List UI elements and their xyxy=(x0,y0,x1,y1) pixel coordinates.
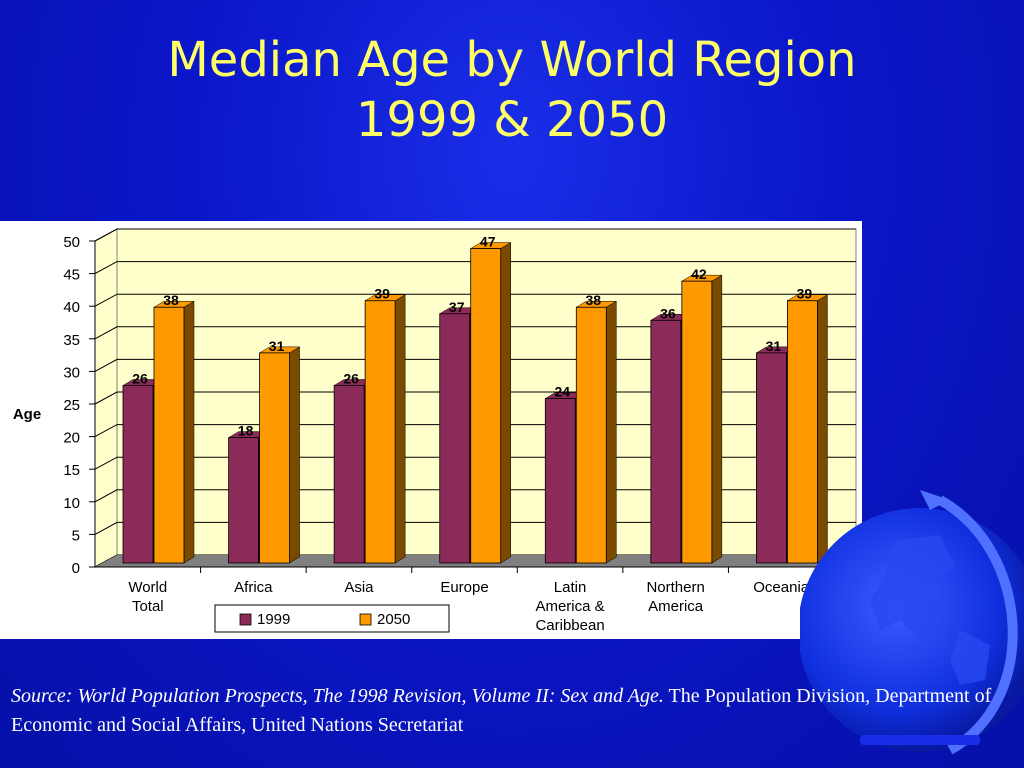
title-line-1: Median Age by World Region xyxy=(167,32,857,88)
source-citation: Source: World Population Prospects, The … xyxy=(11,685,664,707)
data-label: 18 xyxy=(238,423,254,439)
data-label: 38 xyxy=(585,292,601,308)
x-tick-label: Oceania xyxy=(753,579,810,596)
y-tick-label: 20 xyxy=(63,430,80,447)
bar-1999 xyxy=(756,352,787,564)
bar-2050 xyxy=(364,300,396,564)
data-label: 31 xyxy=(269,338,285,354)
bar-side xyxy=(606,300,617,564)
legend-label: 1999 xyxy=(257,611,290,628)
x-tick-label: World xyxy=(128,579,167,596)
y-tick-label: 35 xyxy=(63,332,80,349)
legend-box xyxy=(214,604,450,633)
gridline xyxy=(94,261,856,275)
y-tick-label: 25 xyxy=(63,397,80,414)
legend-swatch xyxy=(239,613,252,626)
bar-side xyxy=(394,294,406,564)
gridline xyxy=(94,293,856,307)
x-tick-label: Latin xyxy=(554,579,587,596)
data-label: 38 xyxy=(163,292,179,308)
data-label: 39 xyxy=(797,286,813,302)
data-label: 26 xyxy=(132,370,148,386)
bar-2050 xyxy=(470,248,502,564)
data-label: 24 xyxy=(554,384,570,400)
y-axis-label: Age xyxy=(13,406,41,423)
bar-side xyxy=(183,300,195,564)
bar-side xyxy=(500,242,511,564)
x-tick-label: Total xyxy=(132,598,164,615)
y-tick-label: 30 xyxy=(63,364,80,381)
legend-swatch xyxy=(359,613,372,626)
data-label: 42 xyxy=(691,266,707,282)
bar-2050 xyxy=(259,352,290,564)
x-tick-label: Asia xyxy=(344,579,374,596)
x-tick-label: Europe xyxy=(440,579,488,596)
bar-chart: 0 5 10 15 20 25 30 35 40 45 50 Age 26 38 World Total 18 3… xyxy=(13,228,857,634)
chart-panel: 0 5 10 15 20 25 30 35 40 45 50 Age 26 38 World Total 18 3… xyxy=(0,221,862,639)
bar-2050 xyxy=(681,280,713,564)
data-label: 37 xyxy=(449,299,465,315)
y-tick-label: 10 xyxy=(63,495,80,512)
bar-1999 xyxy=(333,385,365,564)
x-tick-label: America xyxy=(648,598,704,615)
y-tick-label: 5 xyxy=(72,527,80,544)
bar-1999 xyxy=(544,398,576,564)
data-label: 36 xyxy=(660,305,676,321)
gridline xyxy=(94,228,856,242)
y-tick-label: 45 xyxy=(63,267,80,284)
x-tick-label: Caribbean xyxy=(535,617,604,634)
bar-1999 xyxy=(122,385,154,564)
bar-2050 xyxy=(787,300,818,564)
slide-title: Median Age by World Region 1999 & 2050 xyxy=(0,30,1024,150)
title-line-2: 1999 & 2050 xyxy=(355,92,669,148)
data-label: 47 xyxy=(480,234,496,250)
bar-2050 xyxy=(575,306,607,564)
bar-side xyxy=(289,346,300,564)
bar-1999 xyxy=(650,319,682,564)
x-tick-label: Africa xyxy=(234,579,273,596)
x-tick-label: Northern xyxy=(646,579,704,596)
data-label: 26 xyxy=(343,370,359,386)
bar-2050 xyxy=(153,306,185,564)
source-agency: The Population Division, Department of E… xyxy=(11,685,992,736)
legend-label: 2050 xyxy=(377,611,410,628)
y-tick-label: 50 xyxy=(63,234,80,251)
y-tick-label: 0 xyxy=(72,560,80,577)
y-tick-label: 15 xyxy=(63,462,80,479)
globe-icon xyxy=(800,490,1024,755)
bar-1999 xyxy=(228,437,259,564)
data-label: 39 xyxy=(374,286,390,302)
bar-side xyxy=(711,274,723,564)
data-label: 31 xyxy=(766,338,782,354)
source-note: Source: World Population Prospects, The … xyxy=(11,682,1016,740)
bar-1999 xyxy=(439,313,471,564)
y-tick-label: 40 xyxy=(63,299,80,316)
x-tick-label: America & xyxy=(535,598,604,615)
